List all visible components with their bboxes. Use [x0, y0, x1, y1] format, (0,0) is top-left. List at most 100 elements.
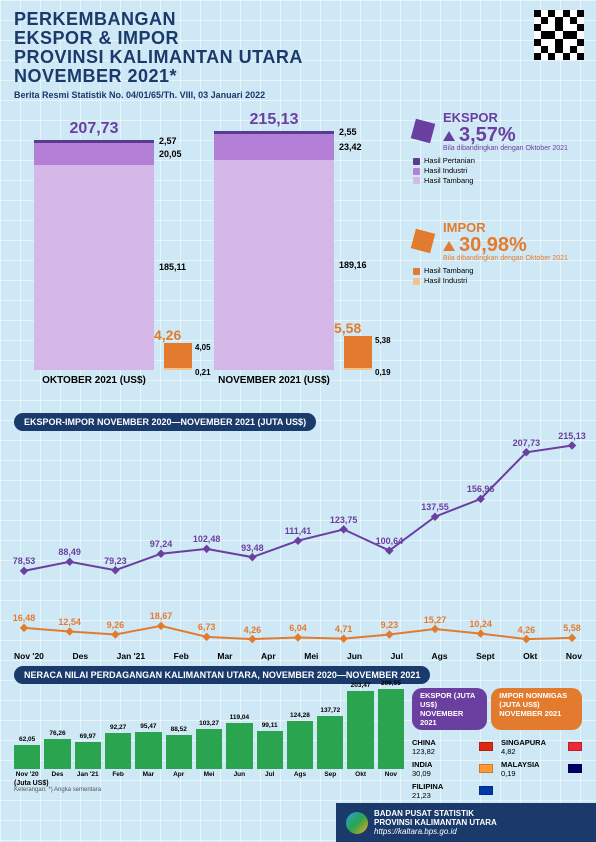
green-bar-value: 95,47	[140, 723, 156, 730]
green-bar-rect	[196, 729, 222, 768]
segment-label: 23,42	[339, 142, 362, 152]
green-bar-value: 62,05	[19, 736, 35, 743]
point-label: 97,24	[150, 539, 173, 549]
subtitle: Berita Resmi Statistik No. 04/01/65/Th. …	[14, 90, 582, 100]
green-bar-rect	[257, 731, 283, 769]
green-bar: 99,11Jul	[257, 722, 283, 778]
country-row: CHINA123,82	[412, 738, 493, 756]
green-bar: 203,47 Okt	[347, 682, 373, 778]
point-label: 4,71	[335, 624, 353, 634]
point-label: 102,48	[193, 534, 221, 544]
small-segment-label: 4,05	[195, 343, 211, 352]
green-bar-category: Nov	[385, 771, 397, 778]
x-tick: Apr	[261, 651, 276, 661]
impor-pct: 30,98%	[459, 235, 527, 255]
segment-label: 2,55	[339, 127, 357, 137]
point-label: 156,96	[467, 484, 495, 494]
green-bar-category: Mei	[204, 771, 215, 778]
green-note: Keterangan: *) Angka sementara	[14, 787, 404, 793]
cube-icon	[411, 119, 435, 143]
country-value: 4,82	[501, 747, 564, 756]
point-label: 78,53	[13, 556, 36, 566]
green-bar: 92,27 Feb	[105, 724, 131, 777]
green-bar-rect	[287, 721, 313, 768]
x-tick: Nov '20	[14, 651, 44, 661]
country-name: MALAYSIA	[501, 760, 564, 769]
bar-segment	[34, 143, 154, 165]
green-bar-category: Mar	[143, 771, 155, 778]
point-label: 6,04	[289, 623, 307, 633]
x-tick: Ags	[432, 651, 448, 661]
small-bar-total: 5,58	[334, 320, 384, 336]
segment-label: 185,11	[159, 262, 186, 272]
line-xaxis: Nov '20DesJan '21FebMarAprMeiJunJulAgsSe…	[14, 651, 582, 661]
x-tick: Sept	[476, 651, 494, 661]
x-tick: Feb	[174, 651, 189, 661]
small-segment	[164, 343, 192, 368]
x-tick: Nov	[566, 651, 582, 661]
green-bar-category: Okt	[355, 771, 366, 778]
green-bar: 62,05Nov '20	[14, 736, 40, 778]
small-segment-label: 5,38	[375, 336, 391, 345]
x-tick: Mei	[304, 651, 318, 661]
green-bar-rect	[75, 742, 101, 769]
small-bar-total: 4,26	[154, 327, 204, 343]
country-name: INDIA	[412, 760, 475, 769]
x-tick: Jun	[347, 651, 362, 661]
banner-1: EKSPOR-IMPOR NOVEMBER 2020—NOVEMBER 2021…	[14, 412, 582, 431]
green-bar-rect	[166, 735, 192, 769]
green-bar: 76,26Des	[44, 730, 70, 777]
flag-icon	[568, 764, 582, 773]
x-tick: Okt	[523, 651, 537, 661]
green-bar-category: Sep	[324, 771, 336, 778]
impor-sub: Bila dibandingkan dengan Oktober 2021	[443, 255, 568, 263]
green-bar-rect	[14, 745, 40, 769]
ekspor-label: EKSPOR	[443, 110, 568, 125]
flag-icon	[479, 764, 493, 773]
country-row: MALAYSIA0,19	[501, 760, 582, 778]
green-bar-category: Ags	[294, 771, 306, 778]
green-bar-rect	[317, 716, 343, 769]
green-bar-value: 119,04	[230, 714, 250, 721]
green-bar-value: 76,26	[49, 730, 65, 737]
point-label: 16,48	[13, 613, 36, 623]
flag-icon	[479, 742, 493, 751]
small-segment	[344, 336, 372, 368]
footer: BADAN PUSAT STATISTIK PROVINSI KALIMANTA…	[336, 803, 596, 842]
title-4: NOVEMBER 2021*	[14, 67, 582, 86]
green-bar: 119,04Jun	[226, 714, 252, 777]
metric-ekspor: EKSPOR 3,57% Bila dibandingkan dengan Ok…	[413, 110, 568, 186]
country-value: 123,82	[412, 747, 475, 756]
green-bar-value: 92,27	[110, 724, 126, 731]
up-triangle-icon	[443, 241, 455, 251]
point-label: 137,55	[421, 502, 449, 512]
green-bar-value: 203,47	[351, 682, 371, 689]
green-bar-category: Jul	[265, 771, 274, 778]
point-label: 123,75	[330, 515, 358, 525]
point-label: 4,26	[244, 625, 262, 635]
point-label: 111,41	[285, 526, 312, 536]
green-bar-rect	[105, 733, 131, 768]
up-triangle-icon	[443, 131, 455, 141]
green-bar-value: 69,97	[80, 733, 96, 740]
bar-total: 215,13	[214, 111, 334, 129]
country-value: 0,19	[501, 769, 564, 778]
point-label: 93,48	[241, 543, 264, 553]
country-hdr-left: EKSPOR (JUTA US$) NOVEMBER 2021	[412, 688, 487, 730]
point-label: 88,49	[58, 547, 81, 557]
cube-icon	[411, 229, 435, 253]
bar-total: 207,73	[34, 120, 154, 138]
flag-icon	[479, 786, 493, 795]
green-bar-category: Feb	[112, 771, 124, 778]
stacked-bar: 207,732,5720,05185,11OKTOBER 2021 (US$)	[34, 140, 154, 370]
green-bar-rect	[135, 732, 161, 768]
country-value: 21,23	[412, 791, 475, 800]
point-label: 10,24	[469, 619, 492, 629]
point-label: 100,64	[376, 536, 404, 546]
small-segment	[344, 368, 372, 370]
country-hdr-right: IMPOR NONMIGAS (JUTA US$) NOVEMBER 2021	[491, 688, 582, 730]
country-row: FILIPINA21,23	[412, 782, 493, 800]
green-bar: 95,47 Mar	[135, 723, 161, 777]
green-bar-value: 137,72	[320, 707, 340, 714]
small-bar: 4,264,050,21	[164, 343, 192, 370]
